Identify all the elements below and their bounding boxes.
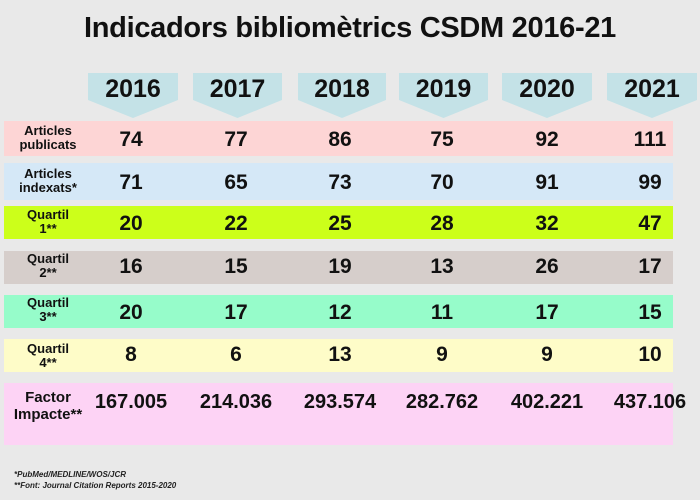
table-cell: 75 — [430, 128, 454, 151]
year-header-2020: 2020 — [502, 73, 592, 118]
table-cell: 20 — [119, 301, 143, 324]
table-cell: 25 — [328, 212, 352, 235]
table-cell: 74 — [119, 128, 143, 151]
table-cell: 402.221 — [510, 391, 584, 413]
table-row: Quartil 3** 20 17 12 11 17 15 — [4, 295, 673, 328]
table-cell: 167.005 — [94, 391, 168, 413]
row-label: Quartil 3** — [4, 296, 92, 324]
table-cell: 91 — [535, 171, 559, 194]
table-cell: 17 — [224, 301, 248, 324]
table-cell: 47 — [638, 212, 662, 235]
table-cell: 32 — [535, 212, 559, 235]
table-row: Articles publicats 74 77 86 75 92 111 — [4, 121, 673, 156]
row-label: Factor Impacte** — [4, 389, 92, 423]
row-label-line2: 2** — [39, 265, 57, 280]
row-label-line2: 1** — [39, 221, 57, 236]
table-cell: 16 — [119, 255, 143, 278]
table-cell: 19 — [328, 255, 352, 278]
year-header-2018: 2018 — [298, 73, 386, 118]
table-cell: 28 — [430, 212, 454, 235]
row-label-line1: Quartil — [27, 251, 69, 266]
row-label-line2: publicats — [19, 137, 77, 152]
row-label-line1: Articles — [24, 166, 72, 181]
table-cell: 86 — [328, 128, 352, 151]
table-cell: 282.762 — [405, 391, 479, 413]
row-label-line2: 3** — [39, 309, 57, 324]
year-header-2017: 2017 — [193, 73, 282, 118]
table-cell: 13 — [430, 255, 454, 278]
page-title: Indicadors bibliomètrics CSDM 2016-21 — [83, 12, 616, 44]
row-label-line2: Impacte** — [13, 406, 83, 423]
table-cell: 111 — [633, 128, 667, 151]
table-row: Factor Impacte** 167.005 214.036 293.574 282.… — [4, 383, 686, 445]
table-cell: 9 — [541, 343, 553, 366]
year-header-2021: 2021 — [607, 73, 697, 118]
row-label-line1: Quartil — [27, 295, 69, 310]
table-row: Quartil 2** 16 15 19 13 26 17 — [4, 251, 673, 284]
table-cell: 73 — [328, 171, 352, 194]
table-cell: 99 — [638, 171, 662, 194]
table-cell: 293.574 — [303, 391, 377, 413]
table-cell: 15 — [224, 255, 248, 278]
table-cell: 77 — [224, 128, 248, 151]
row-label: Quartil 1** — [4, 208, 92, 236]
row-label-line2: indexats* — [19, 180, 77, 195]
table-cell: 17 — [638, 255, 662, 278]
footnote-jcr: **Font: Journal Citation Reports 2015-20… — [14, 481, 177, 490]
row-label-line1: Articles — [24, 123, 72, 138]
table-cell: 12 — [328, 301, 352, 324]
year-header-2019: 2019 — [399, 73, 488, 118]
table-cell: 9 — [436, 343, 448, 366]
row-label-line1: Quartil — [27, 207, 69, 222]
table-cell: 20 — [119, 212, 143, 235]
row-label-line1: Factor — [25, 389, 71, 406]
footnote-sources: *PubMed/MEDLINE/WOS/JCR — [14, 470, 127, 479]
table-cell: 437.106 — [613, 391, 687, 413]
table-row: Quartil 1** 20 22 25 28 32 47 — [4, 206, 673, 239]
table-cell: 92 — [535, 128, 559, 151]
table-cell: 6 — [230, 343, 242, 366]
table-cell: 8 — [125, 343, 137, 366]
row-label: Articles indexats* — [4, 167, 92, 195]
year-header-2016: 2016 — [88, 73, 178, 118]
row-label: Articles publicats — [4, 124, 92, 152]
table-cell: 11 — [430, 301, 454, 324]
table-cell: 70 — [430, 171, 454, 194]
table-cell: 13 — [328, 343, 352, 366]
table-cell: 10 — [638, 343, 662, 366]
row-label: Quartil 2** — [4, 252, 92, 280]
table-cell: 65 — [224, 171, 248, 194]
table-cell: 214.036 — [199, 391, 273, 413]
table-row: Quartil 4** 8 6 13 9 9 10 — [4, 339, 673, 372]
table-cell: 71 — [119, 171, 143, 194]
table-row: Articles indexats* 71 65 73 70 91 99 — [4, 163, 673, 200]
row-label: Quartil 4** — [4, 342, 92, 370]
table-cell: 15 — [638, 301, 662, 324]
row-label-line2: 4** — [39, 355, 57, 370]
table-cell: 26 — [535, 255, 559, 278]
table-cell: 17 — [535, 301, 559, 324]
table-cell: 22 — [224, 212, 248, 235]
row-label-line1: Quartil — [27, 341, 69, 356]
